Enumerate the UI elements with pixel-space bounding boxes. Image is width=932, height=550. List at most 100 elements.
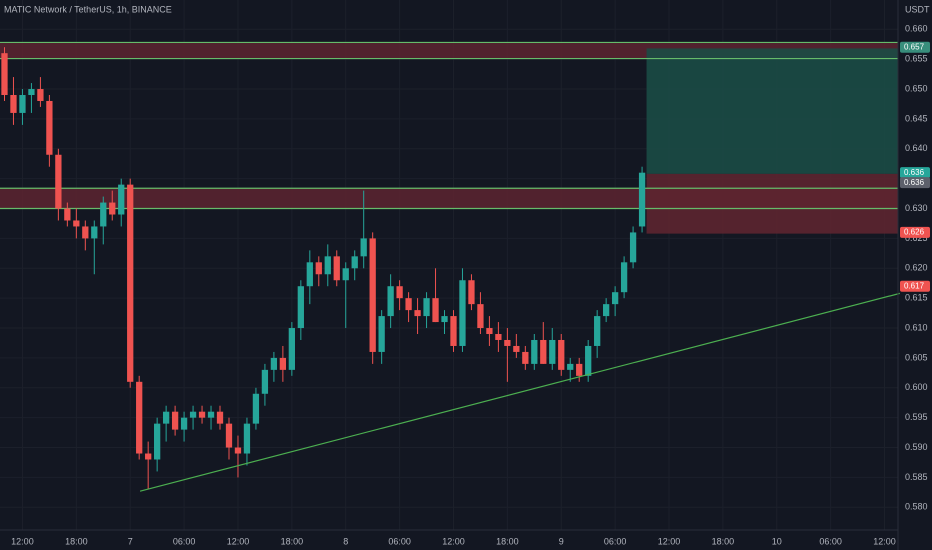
candle-body <box>73 220 80 227</box>
candle-body <box>109 202 116 215</box>
candle-body <box>162 411 170 424</box>
stop-zone <box>646 173 898 234</box>
candle-body <box>10 95 17 113</box>
y-tick-label: 0.585 <box>905 472 928 482</box>
currency-label: USDT <box>905 4 930 14</box>
candle-body <box>306 262 313 287</box>
trendline <box>139 292 900 492</box>
candle-body <box>234 447 242 454</box>
y-tick-label: 0.640 <box>905 143 928 153</box>
price-badge-label: 0.636 <box>904 178 925 187</box>
candle-body <box>629 232 637 263</box>
x-tick-label: 12:00 <box>873 536 896 546</box>
x-tick-label: 18:00 <box>712 536 735 546</box>
candle-body <box>531 339 538 364</box>
candle-body <box>342 268 349 281</box>
candle-body <box>189 411 197 418</box>
x-tick-label: 9 <box>559 536 564 546</box>
x-tick-label: 06:00 <box>604 536 627 546</box>
y-tick-label: 0.645 <box>905 113 928 123</box>
y-tick-label: 0.600 <box>905 382 928 392</box>
price-badge <box>900 226 930 238</box>
candle-body <box>288 328 295 370</box>
candle-body <box>468 280 475 305</box>
candle-body <box>154 423 161 460</box>
candle-body <box>297 286 304 329</box>
candle-body <box>603 304 610 317</box>
price-badge <box>900 167 930 179</box>
x-tick-label: 8 <box>343 536 348 546</box>
candle-body <box>198 411 206 418</box>
candle-body <box>279 357 287 370</box>
candle-body <box>378 316 385 352</box>
candle-body <box>486 328 493 335</box>
candle-body <box>522 351 529 364</box>
price-badge <box>900 177 930 189</box>
candle-body <box>46 100 53 155</box>
candle-body <box>19 95 26 113</box>
y-tick-label: 0.590 <box>905 442 928 452</box>
x-tick-label: 12:00 <box>442 536 465 546</box>
candle-body <box>387 286 394 317</box>
candle-body <box>127 184 134 382</box>
candle-body <box>315 262 322 275</box>
candle-body <box>638 172 646 227</box>
y-tick-label: 0.595 <box>905 412 928 422</box>
candle-body <box>28 89 35 96</box>
candle-body <box>118 184 125 215</box>
candle-body <box>252 393 260 424</box>
candle-body <box>225 423 233 448</box>
candle-body <box>180 417 188 430</box>
price-badge <box>900 280 930 292</box>
y-tick-label: 0.650 <box>905 83 928 93</box>
x-tick-label: 18:00 <box>281 536 304 546</box>
candle-body <box>414 310 421 317</box>
candle-body <box>504 339 511 346</box>
y-tick-label: 0.630 <box>905 203 928 213</box>
y-tick-label: 0.620 <box>905 263 928 273</box>
candle-body <box>171 411 179 430</box>
candle-body <box>423 298 430 317</box>
candle-body <box>369 238 376 352</box>
candle-body <box>216 411 224 424</box>
y-tick-label: 0.655 <box>905 54 928 64</box>
candle-body <box>333 256 340 281</box>
candle-body <box>558 339 565 370</box>
candle-body <box>477 304 484 329</box>
price-badge-label: 0.657 <box>904 42 925 51</box>
candle-body <box>136 381 143 454</box>
candle-body <box>1 53 8 96</box>
y-tick-label: 0.660 <box>905 24 928 34</box>
price-badge-label: 0.617 <box>904 281 925 290</box>
candle-body <box>459 280 466 346</box>
candle-body <box>585 345 592 376</box>
candle-body <box>594 316 601 346</box>
candle-body <box>261 369 269 394</box>
candle-body <box>91 226 98 239</box>
x-tick-label: 18:00 <box>65 536 88 546</box>
candle-body <box>243 423 251 454</box>
candle-body <box>55 154 62 209</box>
y-tick-label: 0.615 <box>905 293 928 303</box>
x-tick-label: 06:00 <box>388 536 411 546</box>
candle-body <box>540 339 547 364</box>
candle-body <box>620 262 628 293</box>
candle-body <box>405 298 412 311</box>
candle-body <box>324 256 331 275</box>
target-zone <box>646 48 898 174</box>
candle-body <box>450 316 457 346</box>
x-tick-label: 18:00 <box>496 536 519 546</box>
candle-body <box>270 357 278 370</box>
candle-body <box>351 256 358 269</box>
candle-body <box>145 453 152 460</box>
x-tick-label: 12:00 <box>11 536 34 546</box>
candle-body <box>576 363 583 376</box>
candle-body <box>441 316 448 323</box>
price-badge-label: 0.636 <box>904 168 925 177</box>
candle-body <box>513 345 520 352</box>
candle-body <box>100 202 107 227</box>
x-tick-label: 12:00 <box>658 536 681 546</box>
candle-body <box>207 411 215 418</box>
candle-body <box>64 208 71 221</box>
